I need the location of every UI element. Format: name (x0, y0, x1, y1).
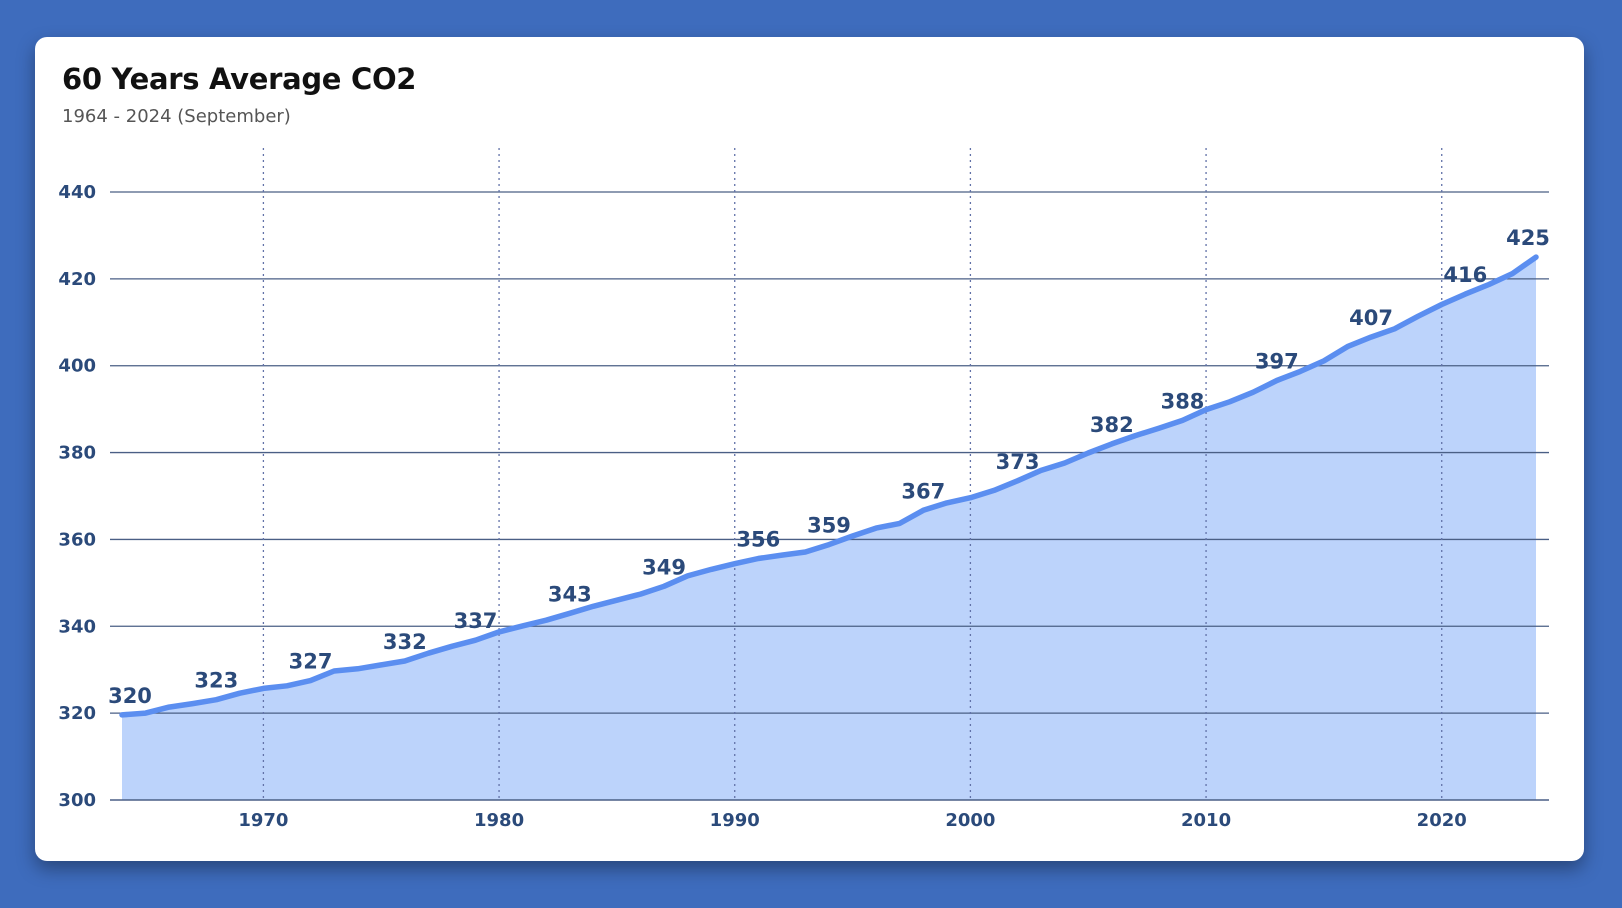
data-label-1968: 323 (194, 669, 238, 693)
data-label-2017: 407 (1349, 306, 1393, 330)
data-label-1972: 327 (289, 650, 333, 674)
chart-subtitle: 1964 - 2024 (September) (62, 106, 291, 127)
y-tick-label-400: 400 (58, 356, 96, 377)
data-label-1994: 359 (807, 514, 851, 538)
area-fill (122, 257, 1536, 801)
y-tick-label-340: 340 (58, 616, 96, 637)
x-tick-label-2000: 2000 (945, 810, 995, 831)
x-tick-label-2010: 2010 (1181, 810, 1231, 831)
data-label-2002: 373 (996, 450, 1040, 474)
data-label-1987: 349 (642, 555, 686, 579)
y-tick-label-360: 360 (58, 529, 96, 550)
data-label-2009: 388 (1161, 389, 1205, 413)
data-label-1979: 337 (454, 609, 498, 633)
chart-title: 60 Years Average CO2 (62, 62, 417, 96)
data-label-1983: 343 (548, 582, 592, 606)
data-label-2013: 397 (1255, 349, 1299, 373)
x-tick-label-1990: 1990 (710, 810, 760, 831)
y-tick-label-380: 380 (58, 443, 96, 464)
y-tick-label-300: 300 (58, 790, 96, 811)
data-label-2006: 382 (1090, 413, 1134, 437)
x-tick-label-1980: 1980 (474, 810, 524, 831)
data-label-2021: 416 (1443, 263, 1487, 287)
y-tick-label-320: 320 (58, 703, 96, 724)
data-label-1976: 332 (383, 630, 427, 654)
data-label-2024: 425 (1506, 226, 1550, 250)
y-tick-label-420: 420 (58, 269, 96, 290)
x-tick-label-2020: 2020 (1417, 810, 1467, 831)
data-label-1964: 320 (108, 684, 152, 708)
series-line (119, 254, 1539, 718)
x-tick-label-1970: 1970 (238, 810, 288, 831)
data-label-1991: 356 (736, 528, 780, 552)
y-tick-label-440: 440 (58, 182, 96, 203)
data-label-1998: 367 (901, 479, 945, 503)
